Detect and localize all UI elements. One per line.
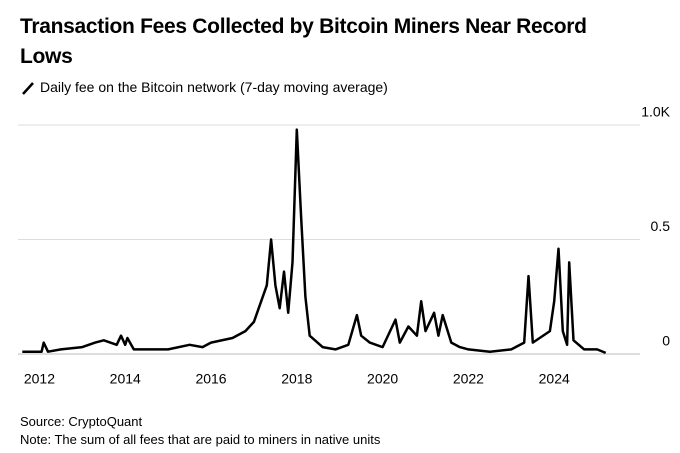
x-tick-label: 2014 [110, 371, 141, 387]
chart-title: Transaction Fees Collected by Bitcoin Mi… [20, 15, 587, 68]
note: Note: The sum of all fees that are paid … [20, 432, 381, 447]
x-tick-label: 2024 [539, 371, 570, 387]
x-tick-label: 2012 [24, 371, 55, 387]
y-tick-label: 0 [662, 333, 670, 349]
pen-icon [22, 82, 34, 95]
x-tick-label: 2018 [281, 371, 312, 387]
source: Source: CryptoQuant [20, 414, 143, 429]
chart: 0 0.5 1.0K 2012 2014 2016 2018 2020 2022 2024 [18, 104, 671, 387]
x-tick-label: 2016 [195, 371, 226, 387]
y-tick-label: 0.5 [651, 218, 671, 234]
x-tick-label: 2020 [367, 371, 398, 387]
line [22, 128, 607, 355]
y-tick-label: 1.0K [641, 104, 670, 120]
x-tick-label: 2022 [453, 371, 484, 387]
chart-subtitle: Daily fee on the Bitcoin network (7-day … [40, 79, 388, 95]
